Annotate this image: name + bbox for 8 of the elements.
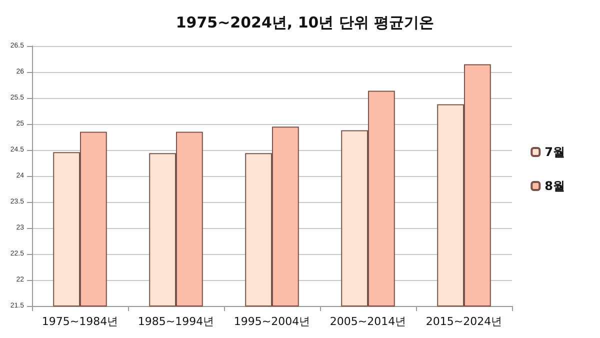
x-tick-label: 1995~2004년 (234, 315, 310, 328)
x-tick-label: 1975~1984년 (42, 315, 118, 328)
legend-label: 7월 (544, 145, 566, 159)
x-tick-label: 2005~2014년 (330, 315, 406, 328)
x-tick-label: 2015~2024년 (426, 315, 502, 328)
chart-title: 1975~2024년, 10년 단위 평균기온 (176, 14, 434, 32)
x-tick-label: 1985~1994년 (138, 315, 214, 328)
legend-label: 8월 (544, 179, 566, 193)
